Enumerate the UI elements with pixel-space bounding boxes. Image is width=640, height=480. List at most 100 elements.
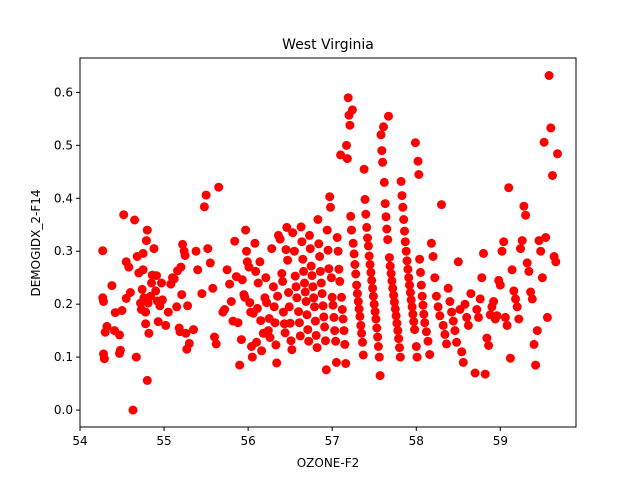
data-point	[278, 276, 288, 286]
data-point	[450, 326, 460, 336]
data-point	[352, 289, 362, 299]
data-point	[426, 238, 436, 248]
data-point	[210, 332, 219, 342]
data-point	[237, 275, 247, 285]
data-point	[337, 305, 347, 314]
data-point	[452, 337, 462, 347]
data-point	[399, 215, 409, 224]
y-tick-label: 0.2	[54, 297, 73, 311]
data-point	[495, 280, 505, 290]
data-point	[509, 286, 519, 296]
data-point	[233, 318, 243, 328]
data-point	[447, 307, 457, 317]
data-point	[445, 297, 455, 306]
data-point	[512, 302, 522, 312]
data-point	[404, 273, 414, 283]
data-point	[435, 311, 445, 321]
data-point	[284, 302, 294, 312]
data-point	[338, 314, 348, 324]
y-tick-label: 0.5	[54, 138, 73, 152]
x-axis-label: OZONE-F2	[297, 456, 360, 470]
data-point	[527, 294, 537, 304]
data-point	[548, 171, 557, 180]
data-point	[482, 333, 492, 343]
data-point	[363, 233, 372, 243]
data-point	[321, 365, 331, 375]
data-point	[222, 265, 232, 275]
data-point	[300, 287, 310, 297]
data-point	[477, 273, 487, 283]
data-point	[262, 298, 272, 308]
data-point	[305, 244, 315, 254]
data-point	[389, 290, 399, 300]
data-point	[408, 309, 418, 319]
data-point	[430, 273, 440, 283]
data-point	[380, 199, 390, 209]
data-point	[357, 328, 367, 338]
data-point	[308, 282, 318, 292]
data-point	[370, 307, 380, 317]
data-point	[138, 248, 148, 258]
data-points	[98, 71, 562, 415]
data-point	[378, 157, 388, 167]
data-point	[315, 252, 325, 261]
data-point	[309, 293, 319, 303]
data-point	[466, 289, 476, 299]
data-point	[267, 244, 277, 254]
data-point	[395, 352, 405, 362]
data-point	[440, 329, 450, 339]
data-point	[278, 307, 288, 317]
data-point	[294, 307, 304, 317]
data-point	[504, 183, 514, 193]
data-point	[517, 236, 527, 246]
data-point	[406, 295, 416, 305]
data-point	[361, 209, 371, 219]
data-point	[342, 154, 352, 164]
data-point	[405, 288, 415, 297]
data-point	[364, 251, 374, 261]
data-point	[214, 182, 224, 192]
data-point	[199, 202, 209, 212]
data-point	[251, 266, 261, 276]
data-point	[400, 237, 410, 247]
data-point	[417, 291, 427, 301]
data-point	[149, 244, 159, 254]
data-point	[177, 290, 187, 300]
data-point	[384, 111, 393, 121]
data-point	[245, 298, 255, 308]
data-point	[400, 226, 409, 236]
data-point	[457, 347, 467, 357]
data-point	[395, 343, 404, 353]
data-point	[492, 311, 502, 321]
data-point	[252, 303, 262, 313]
data-point	[247, 352, 257, 362]
data-point	[505, 353, 515, 363]
data-point	[191, 246, 201, 256]
data-point	[244, 262, 254, 272]
data-point	[322, 225, 332, 235]
data-point	[119, 210, 129, 220]
data-point	[375, 371, 385, 381]
data-point	[472, 305, 482, 314]
data-point	[124, 262, 134, 272]
y-tick-label: 0.3	[54, 244, 73, 258]
data-point	[299, 266, 309, 276]
data-point	[553, 149, 562, 159]
data-point	[305, 230, 314, 240]
data-point	[410, 325, 420, 335]
data-point	[442, 339, 451, 349]
data-point	[275, 234, 285, 244]
data-point	[479, 248, 488, 258]
data-point	[544, 71, 554, 80]
y-axis-ticks: 0.0 0.1 0.2 0.3 0.4 0.5 0.6	[54, 85, 80, 417]
data-point	[401, 246, 411, 256]
data-point	[462, 312, 472, 322]
data-point	[301, 297, 311, 306]
data-point	[287, 345, 297, 355]
data-point	[384, 253, 394, 263]
data-point	[522, 258, 532, 268]
data-point	[373, 332, 383, 342]
x-tick-label: 54	[72, 434, 87, 448]
data-point	[392, 318, 402, 328]
data-point	[172, 302, 182, 312]
